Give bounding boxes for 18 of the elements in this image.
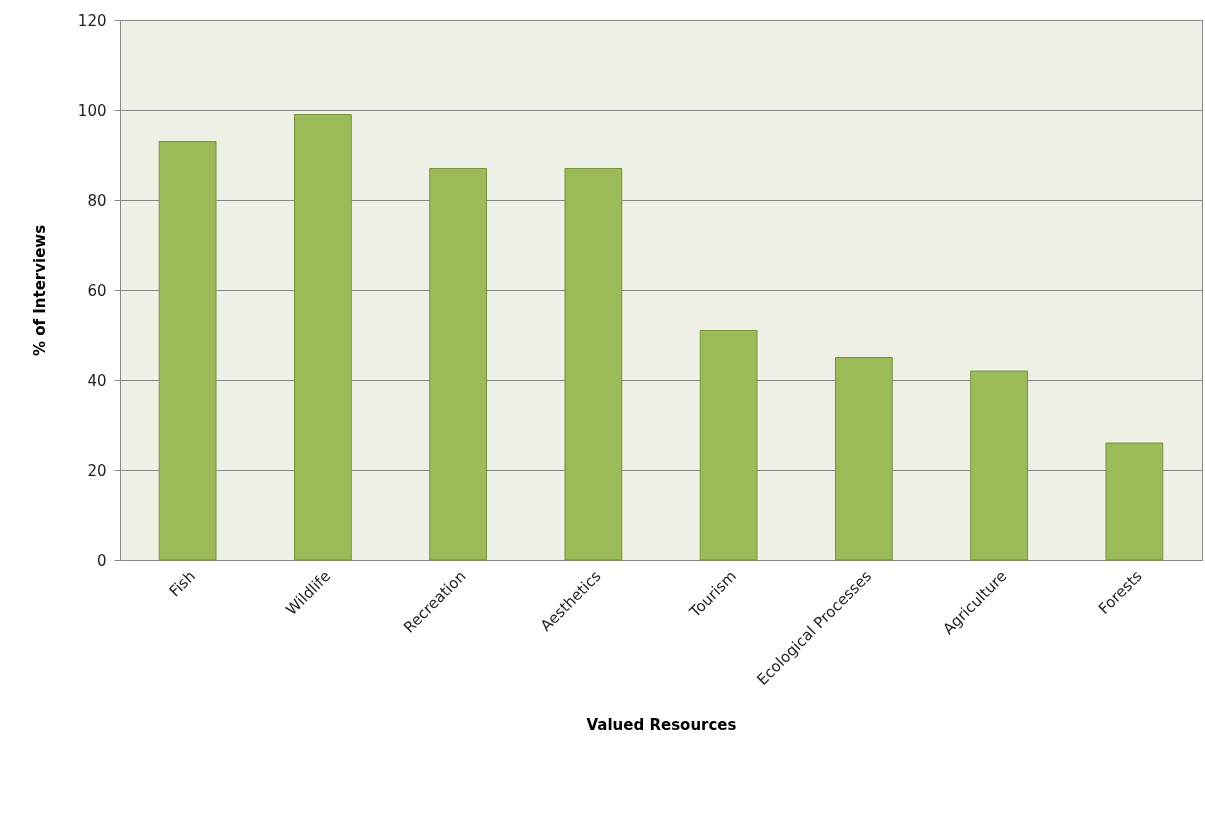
y-axis-title: % of Interviews <box>30 224 49 357</box>
bar <box>699 330 758 561</box>
x-tick-label: Fish <box>165 567 199 601</box>
y-tick-label: 120 <box>77 11 107 30</box>
x-axis-title: Valued Resources <box>586 716 737 735</box>
bar <box>429 168 488 561</box>
bar <box>293 114 352 561</box>
bar <box>834 357 893 561</box>
y-tick-label: 20 <box>87 461 107 480</box>
y-tick-label: 0 <box>96 551 107 570</box>
bar <box>564 168 623 561</box>
y-tick-label: 40 <box>87 371 107 390</box>
y-tick-label: 100 <box>77 101 107 120</box>
bar <box>1105 442 1164 561</box>
y-tick-label: 60 <box>87 281 107 300</box>
bar <box>158 141 217 561</box>
bar <box>970 370 1029 561</box>
y-tick-label: 80 <box>87 191 107 210</box>
